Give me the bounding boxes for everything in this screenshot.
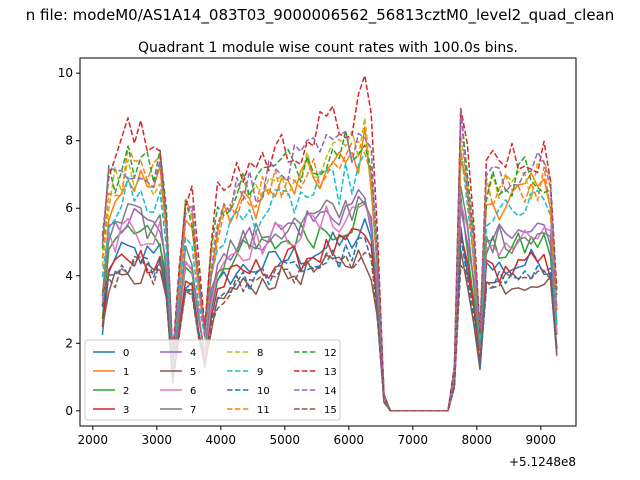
y-tick-label: 6 bbox=[65, 201, 73, 215]
legend-label-5: 5 bbox=[190, 367, 196, 378]
x-offset-label: +5.1248e8 bbox=[509, 455, 576, 469]
series-14-line bbox=[101, 107, 558, 412]
x-tick-label: 3000 bbox=[142, 433, 173, 447]
legend-label-9: 9 bbox=[257, 367, 263, 378]
legend-label-6: 6 bbox=[190, 386, 196, 397]
x-tick-label: 6000 bbox=[334, 433, 365, 447]
legend-label-8: 8 bbox=[257, 348, 263, 359]
legend-label-14: 14 bbox=[324, 386, 337, 397]
x-tick-label: 4000 bbox=[206, 433, 237, 447]
legend-label-1: 1 bbox=[123, 367, 129, 378]
y-axis: 0 2 4 6 8 10 bbox=[58, 66, 80, 418]
x-tick-label: 7000 bbox=[398, 433, 429, 447]
chart-title: Quadrant 1 module wise count rates with … bbox=[138, 40, 518, 56]
y-tick-label: 2 bbox=[65, 336, 73, 350]
legend-frame bbox=[84, 339, 341, 421]
suptitle: n file: modeM0/AS1A14_083T03_9000006562_… bbox=[26, 6, 615, 25]
legend-label-2: 2 bbox=[123, 386, 129, 397]
x-tick-label: 5000 bbox=[270, 433, 301, 447]
legend-label-15: 15 bbox=[324, 405, 337, 416]
legend-label-3: 3 bbox=[123, 405, 129, 416]
x-axis: 2000 3000 4000 5000 6000 7000 8000 9000 bbox=[78, 426, 557, 447]
y-tick-label: 8 bbox=[65, 134, 73, 148]
axes-frame bbox=[79, 57, 577, 427]
legend-label-7: 7 bbox=[190, 405, 196, 416]
legend-label-12: 12 bbox=[324, 348, 337, 359]
legend-label-10: 10 bbox=[257, 386, 270, 397]
y-tick-label: 10 bbox=[58, 66, 73, 80]
legend-label-11: 11 bbox=[257, 405, 270, 416]
legend-label-0: 0 bbox=[123, 348, 129, 359]
x-tick-label: 8000 bbox=[462, 433, 493, 447]
x-tick-label: 2000 bbox=[78, 433, 109, 447]
x-tick-label: 9000 bbox=[526, 433, 557, 447]
legend-label-13: 13 bbox=[324, 367, 337, 378]
y-tick-label: 4 bbox=[65, 269, 73, 283]
legend-label-4: 4 bbox=[190, 348, 196, 359]
y-tick-label: 0 bbox=[65, 404, 73, 418]
